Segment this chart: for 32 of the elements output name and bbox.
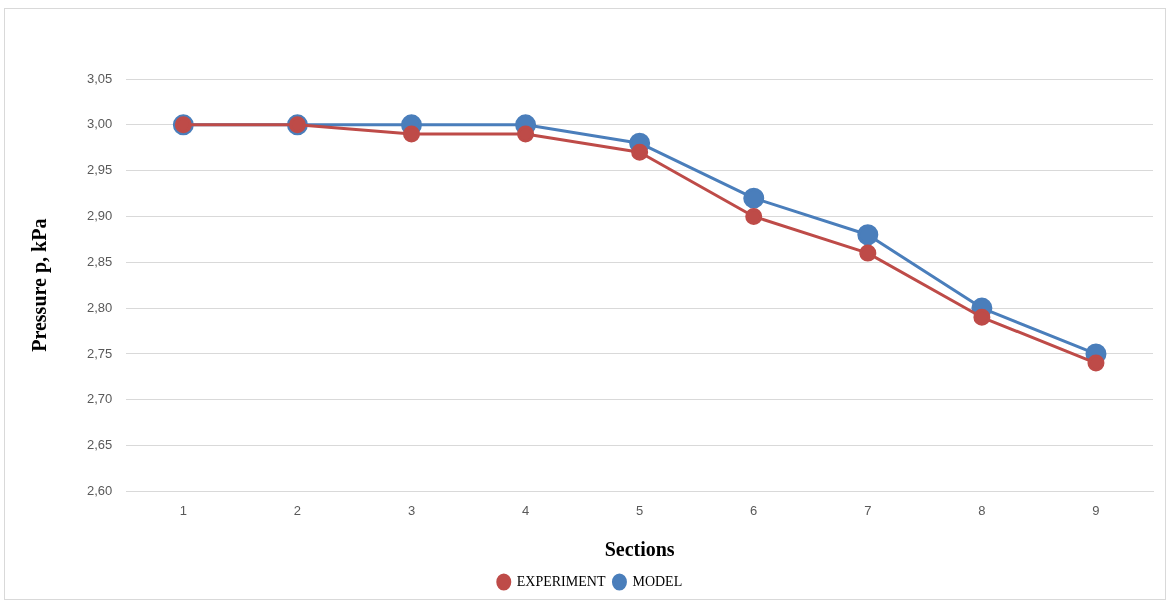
x-tick-label: 5 (636, 502, 644, 518)
point (859, 244, 877, 262)
y-tick-label: 2,95 (86, 162, 113, 178)
x-tick-label: 8 (978, 502, 986, 518)
y-tick-label: 3,00 (86, 116, 113, 132)
y-axis-title: Pressure p, kPa (28, 218, 52, 352)
x-tick-label: 1 (179, 502, 187, 518)
point (517, 125, 535, 143)
point (745, 207, 763, 225)
point (857, 224, 879, 246)
x-tick-label: 7 (864, 502, 872, 518)
y-tick-label: 2,65 (86, 437, 113, 453)
y-tick-label: 2,60 (86, 482, 113, 498)
x-axis-title: Sections (604, 538, 675, 561)
point (743, 187, 765, 209)
x-tick-label: 3 (407, 502, 416, 518)
x-tick-label: 6 (750, 502, 758, 518)
legend-label: EXPERIMENT (516, 573, 606, 589)
legend-label: MODEL (632, 573, 683, 589)
x-tick-label: 2 (293, 502, 302, 518)
y-tick-label: 2,75 (86, 345, 113, 361)
point (403, 125, 420, 143)
x-tick-label: 9 (1092, 502, 1100, 518)
y-tick-label: 2,80 (86, 299, 113, 315)
y-tick-label: 2,70 (86, 391, 113, 407)
y-tick-label: 2,90 (86, 208, 113, 224)
point (1087, 354, 1105, 372)
point (973, 308, 991, 326)
x-tick-label: 4 (521, 502, 530, 518)
point (631, 143, 649, 161)
y-tick-label: 3,05 (86, 70, 113, 86)
y-tick-label: 2,85 (86, 253, 113, 269)
